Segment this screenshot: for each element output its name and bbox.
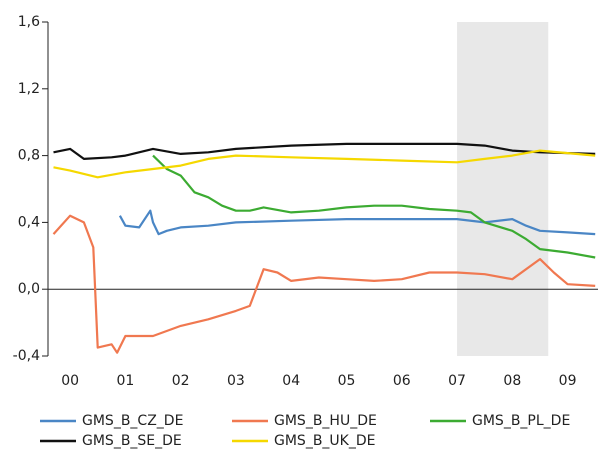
- x-tick-label: 00: [61, 373, 79, 389]
- x-tick-label: 07: [448, 373, 466, 389]
- series-line: [118, 209, 596, 236]
- y-tick-label: 0,0: [18, 281, 40, 297]
- x-tick-label: 02: [172, 373, 190, 389]
- y-tick-label: 0,8: [18, 148, 40, 164]
- x-tick-label: 05: [338, 373, 356, 389]
- shaded-region: [457, 22, 549, 356]
- y-tick-label: -0,4: [13, 348, 40, 364]
- y-tick-label: 1,2: [18, 81, 40, 97]
- x-tick-label: 04: [282, 373, 300, 389]
- series-line: [53, 149, 596, 179]
- y-tick-label: 0,4: [18, 214, 40, 230]
- legend-label: GMS_B_SE_DE: [82, 433, 182, 449]
- y-tick-label: 1,6: [18, 14, 40, 30]
- legend-label: GMS_B_HU_DE: [274, 413, 377, 429]
- legend-label: GMS_B_UK_DE: [274, 433, 375, 449]
- series-line: [152, 154, 596, 259]
- legend-label: GMS_B_CZ_DE: [82, 413, 183, 429]
- series-line: [52, 214, 596, 354]
- x-tick-label: 03: [227, 373, 245, 389]
- x-tick-label: 01: [116, 373, 134, 389]
- legend-label: GMS_B_PL_DE: [472, 413, 570, 429]
- x-tick-label: 08: [503, 373, 521, 389]
- x-tick-label: 09: [559, 373, 577, 389]
- x-tick-label: 06: [393, 373, 411, 389]
- series-line: [53, 142, 596, 160]
